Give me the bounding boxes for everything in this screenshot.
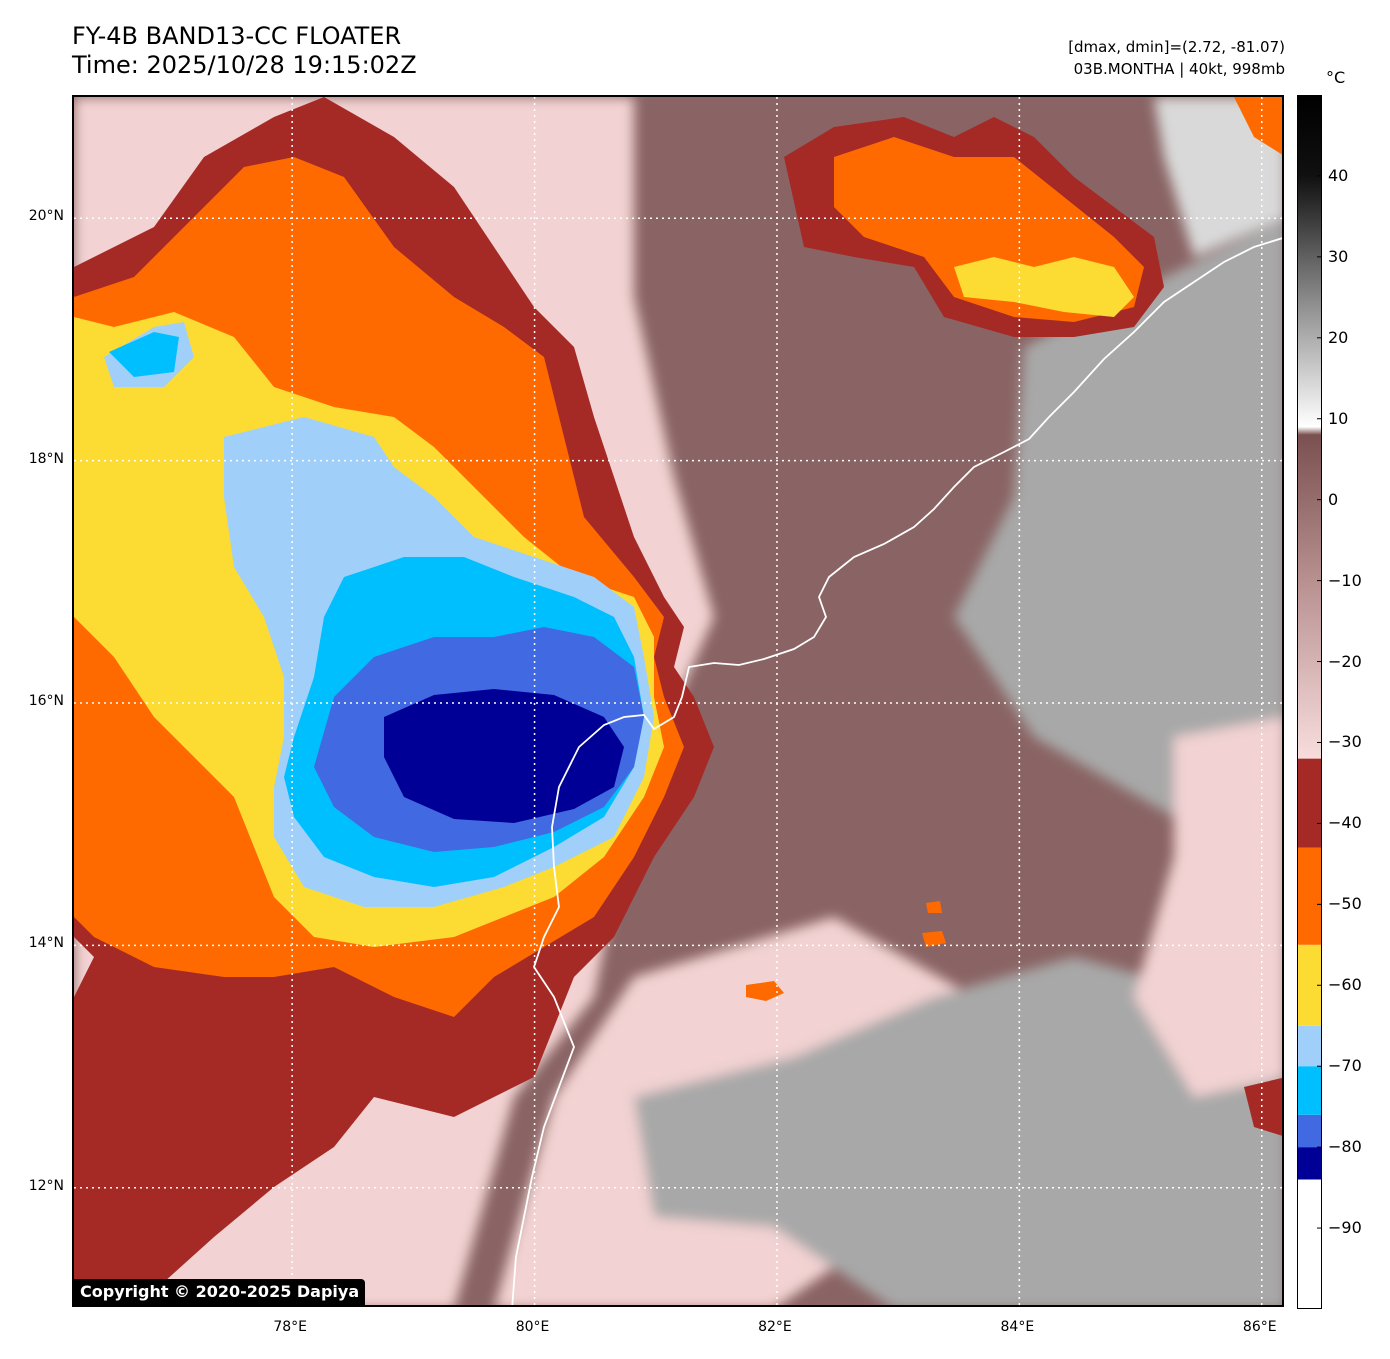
satellite-map: Copyright © 2020-2025 Dapiya [72,95,1284,1307]
isolated-cell-2 [922,931,946,947]
colorbar-tick-label: −50 [1328,894,1362,914]
isolated-cell-se [1244,1077,1282,1136]
gray-region-southeast [634,957,1282,1305]
satellite-imagery [74,97,1282,1305]
lon-tick-label: 80°E [515,1319,550,1335]
copyright-label: Copyright © 2020-2025 Dapiya [74,1279,366,1305]
colorbar-tick-label: −90 [1328,1218,1362,1238]
colorbar-tick-label: 10 [1328,408,1349,428]
light-pink-east [1134,717,1282,1097]
lon-tick-label: 78°E [273,1319,307,1335]
lon-tick-label: 84°E [1000,1319,1035,1335]
lat-tick-label: 18°N [28,450,64,467]
colorbar-tick-label: 20 [1328,327,1349,347]
colorbar-unit: °C [1326,68,1346,87]
gray-region-top [1154,97,1282,257]
colorbar-tick-label: 0 [1328,489,1339,509]
map-timestamp: Time: 2025/10/28 19:15:02Z [72,51,417,79]
lat-tick-label: 14°N [28,935,64,952]
colorbar-tick-label: 30 [1328,246,1349,266]
colorbar-band [1297,1147,1322,1180]
lon-tick-label: 82°E [758,1319,792,1335]
colorbar-tick-label: −10 [1328,570,1362,590]
isolated-cell-1 [746,981,784,1001]
lat-tick-label: 12°N [28,1177,64,1194]
colorbar-tick-label: −60 [1328,975,1362,995]
storm-info: 03B.MONTHA | 40kt, 998mb [1073,60,1285,78]
colorbar [1297,95,1322,1309]
colorbar-band [1297,1066,1322,1115]
gray-region-east [954,218,1282,817]
colorbar-band [1297,1179,1322,1309]
coldest-cloud-top [384,689,624,823]
map-title: FY-4B BAND13-CC FLOATER [72,22,402,50]
colorbar-band [1297,1114,1322,1148]
colorbar-tick-label: −20 [1328,651,1362,671]
colorbar-tick-label: −40 [1328,813,1362,833]
colorbar-tick-label: −80 [1328,1137,1362,1157]
coastline [511,237,1282,1305]
colorbar-band [1297,758,1322,848]
isolated-cell-3 [926,901,942,913]
ne-yellow-cloud [954,257,1134,317]
colorbar-tick-label: −30 [1328,732,1362,752]
colorbar-tick-label: 40 [1328,165,1349,185]
colorbar-tick-label: −70 [1328,1056,1362,1076]
colorbar-border [1297,95,1322,1309]
lon-tick-label: 86°E [1242,1319,1277,1335]
convective-clouds [74,97,1282,1305]
temperature-range-info: [dmax, dmin]=(2.72, -81.07) [1068,38,1285,56]
colorbar-band [1297,847,1322,945]
lat-tick-label: 20°N [28,208,64,225]
colorbar-gradient [1297,95,1322,759]
colorbar-band [1297,1025,1322,1067]
ne-orange-cloud-right [1234,97,1282,155]
lat-tick-label: 16°N [28,693,64,709]
